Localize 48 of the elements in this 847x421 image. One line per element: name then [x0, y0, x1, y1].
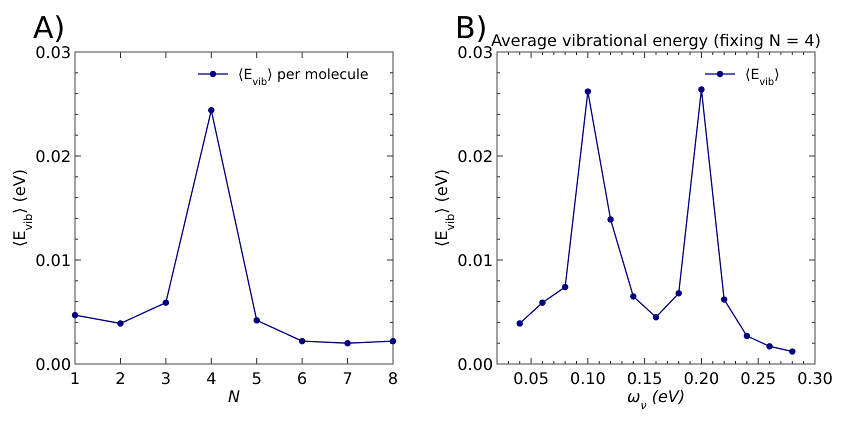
text: B): [455, 11, 488, 46]
point: [766, 343, 773, 350]
point: [676, 290, 682, 296]
y-tick-label: 0.02: [35, 147, 71, 166]
x-tick-label: 0.25: [740, 369, 776, 388]
x-tick-label: 4: [206, 369, 216, 388]
y-tick-label: 0.01: [457, 251, 493, 270]
y-tick-label: 0.02: [457, 147, 493, 166]
x-tick-label: 5: [252, 369, 262, 388]
point: [162, 299, 170, 306]
x-tick-label: 6: [297, 369, 308, 388]
x-tick-label: 0.20: [684, 369, 720, 388]
point: [344, 340, 351, 346]
x-tick-label: 0.05: [513, 369, 549, 388]
point: [516, 320, 523, 327]
point: [584, 88, 592, 95]
legend-label: ⟨E$_{vib}$⟩ per molecule: [238, 67, 368, 88]
chart-title: Average vibrational energy (fixing N = 4): [491, 31, 821, 50]
point: [72, 312, 78, 318]
x-tick-label: 2: [115, 369, 126, 388]
point: [720, 296, 728, 303]
point: [698, 86, 705, 93]
x-tick-label: 1: [70, 369, 80, 388]
point: [298, 338, 306, 344]
point: [652, 314, 660, 320]
point: [208, 107, 214, 114]
point: [562, 284, 568, 290]
x-tick-label: 0.30: [797, 369, 833, 388]
point: [539, 299, 546, 306]
x-tick-label: 0.10: [570, 369, 606, 388]
point: [117, 320, 124, 327]
x-tick-label: 7: [342, 369, 353, 388]
y-tick-label: 0.01: [35, 251, 71, 270]
point: [744, 332, 750, 340]
x-axis-title: ω$_{ν}$ (eV): [626, 387, 686, 412]
point: [789, 348, 796, 355]
point: [254, 317, 260, 324]
x-axis-title: N: [228, 387, 240, 406]
point: [630, 293, 636, 300]
x-tick-label: 3: [160, 369, 171, 388]
point: [390, 338, 396, 344]
y-tick-label: 0.00: [457, 355, 493, 374]
x-tick-label: 8: [388, 369, 398, 388]
legend-label: ⟨E$_{vib}$⟩: [745, 67, 780, 88]
y-tick-label: 0.03: [35, 43, 71, 62]
text: A): [33, 11, 66, 46]
point: [607, 216, 614, 223]
x-tick-label: 0.15: [626, 369, 662, 388]
